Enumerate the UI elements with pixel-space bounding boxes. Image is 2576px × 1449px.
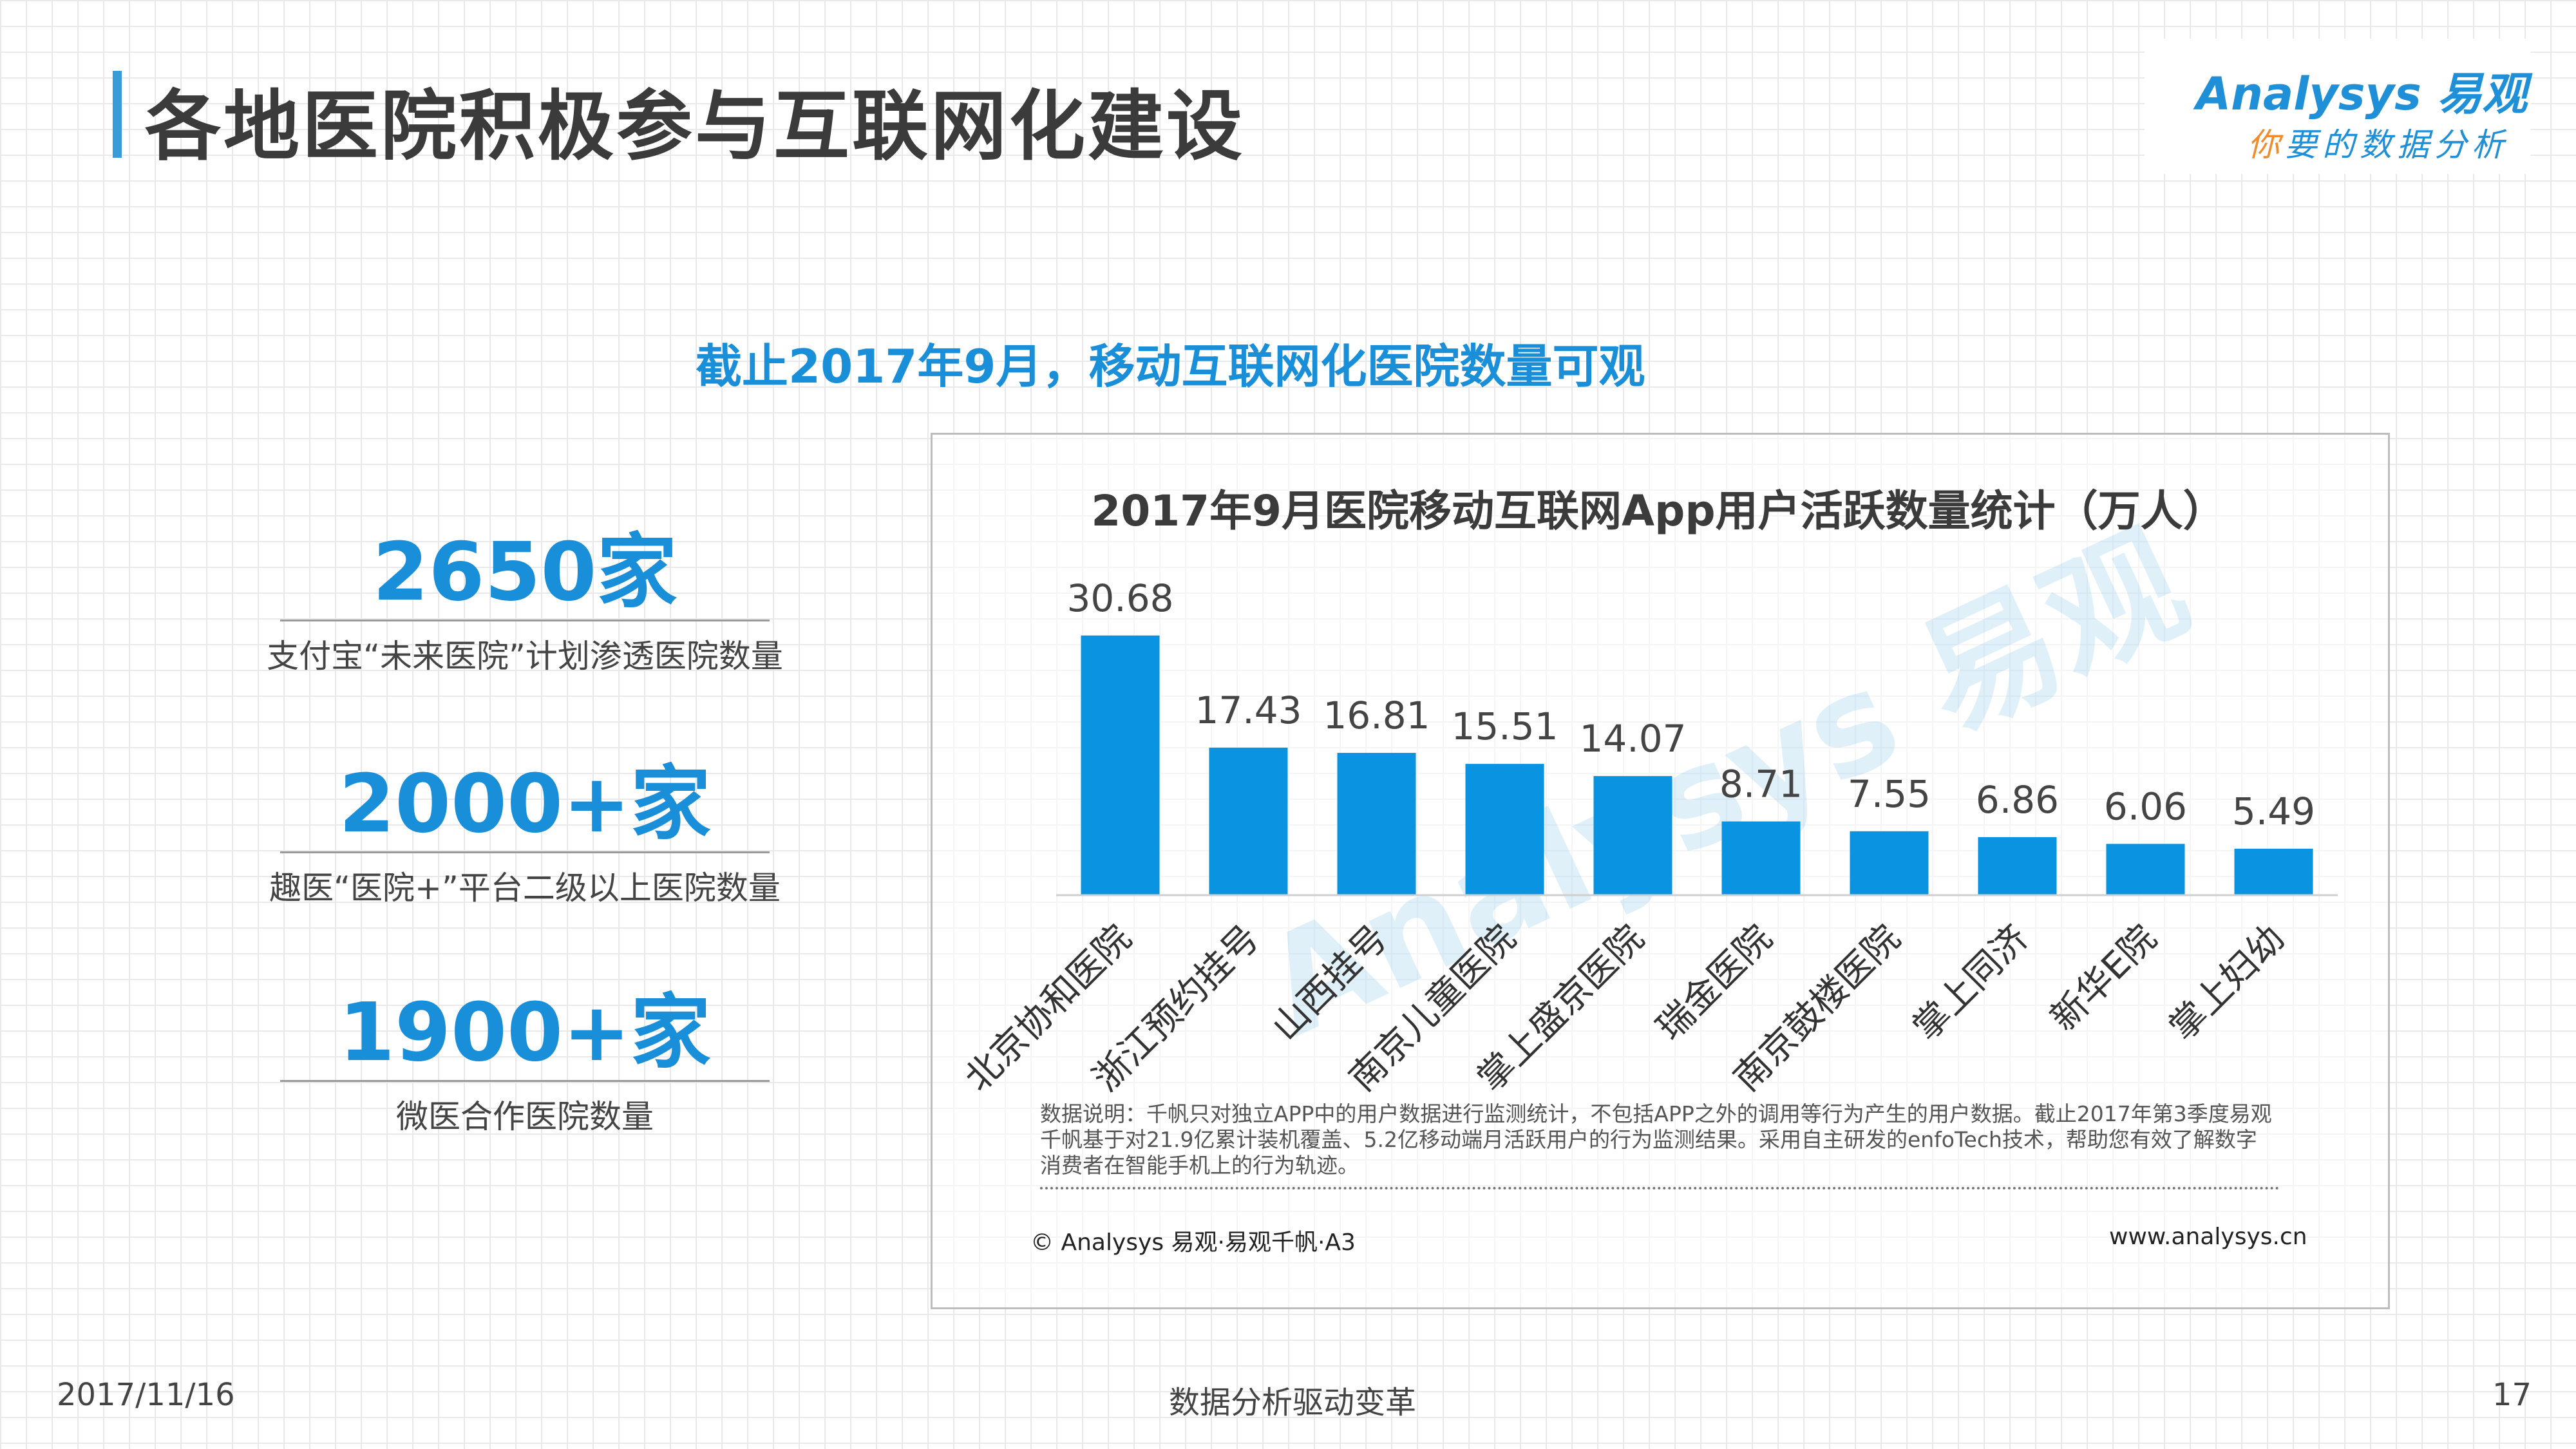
footer-slogan: 数据分析驱动变革: [1169, 1385, 1417, 1421]
stat-divider: [280, 1079, 770, 1082]
section-subtitle: 截止2017年9月，移动互联网化医院数量可观: [696, 339, 1645, 393]
bar-0: [1081, 635, 1160, 895]
page-title: 各地医院积极参与互联网化建设: [145, 82, 1245, 171]
value-label-0: 30.68: [1066, 576, 1173, 620]
value-label-3: 15.51: [1451, 705, 1558, 748]
bar-6: [1850, 831, 1929, 895]
logo-brand: Analysys 易观: [2196, 68, 2528, 120]
website-link[interactable]: www.analysys.cn: [2109, 1224, 2307, 1250]
stat-value: 2000+家: [339, 757, 711, 851]
value-label-5: 8.71: [1719, 762, 1803, 806]
chart-title: 2017年9月医院移动互联网App用户活跃数量统计（万人）: [1091, 486, 2226, 536]
bar-3: [1465, 764, 1544, 895]
category-label-8: 新华E院: [2043, 917, 2165, 1039]
note-divider: [1040, 1187, 2280, 1189]
bar-8: [2106, 844, 2185, 895]
bar-1: [1209, 747, 1288, 895]
value-label-8: 6.06: [2104, 784, 2187, 828]
analysys-logo: Analysys 易观 你要的数据分析: [2145, 39, 2531, 174]
bar-5: [1721, 821, 1801, 895]
stat-description: 趣医“医院+”平台二级以上医院数量: [269, 869, 781, 907]
stat-value: 2650家: [372, 526, 677, 619]
stat-description: 支付宝“未来医院”计划渗透医院数量: [267, 637, 783, 675]
footer-date: 2017/11/16: [57, 1377, 235, 1413]
bar-9: [2234, 848, 2313, 895]
logo-slogan-first: 你: [2248, 126, 2285, 164]
category-label-9: 掌上妇幼: [2161, 917, 2293, 1048]
value-label-9: 5.49: [2232, 790, 2315, 833]
page-number: 17: [2492, 1377, 2532, 1413]
stat-description: 微医合作医院数量: [396, 1097, 654, 1135]
data-note: 数据说明：千帆只对独立APP中的用户数据进行监测统计，不包括APP之外的调用等行…: [1040, 1101, 2272, 1178]
value-label-1: 17.43: [1195, 688, 1302, 732]
value-label-7: 6.86: [1976, 778, 2059, 822]
stat-divider: [280, 851, 770, 853]
value-label-4: 14.07: [1579, 717, 1686, 761]
bar-7: [1978, 837, 2057, 895]
stat-weiyi: 1900+家 微医合作医院数量: [251, 989, 799, 1137]
category-label-5: 瑞金医院: [1649, 917, 1780, 1048]
stat-divider: [280, 619, 770, 621]
category-label-7: 掌上同济: [1905, 917, 2036, 1048]
stat-alipay: 2650家 支付宝“未来医院”计划渗透医院数量: [251, 528, 799, 677]
logo-slogan-rest: 要的数据分析: [2285, 126, 2509, 164]
value-label-2: 16.81: [1323, 694, 1430, 737]
stat-quyi: 2000+家 趣医“医院+”平台二级以上医院数量: [251, 760, 799, 909]
category-label-2: 山西挂号: [1264, 917, 1396, 1048]
value-label-6: 7.55: [1848, 772, 1931, 816]
bar-2: [1337, 753, 1416, 895]
bar-4: [1593, 776, 1672, 895]
title-accent-bar: [113, 71, 122, 158]
stat-value: 1900+家: [339, 986, 711, 1079]
logo-slogan: 你要的数据分析: [2248, 119, 2509, 166]
source-credit: © Analysys 易观·易观千帆·A3: [1030, 1229, 1356, 1256]
